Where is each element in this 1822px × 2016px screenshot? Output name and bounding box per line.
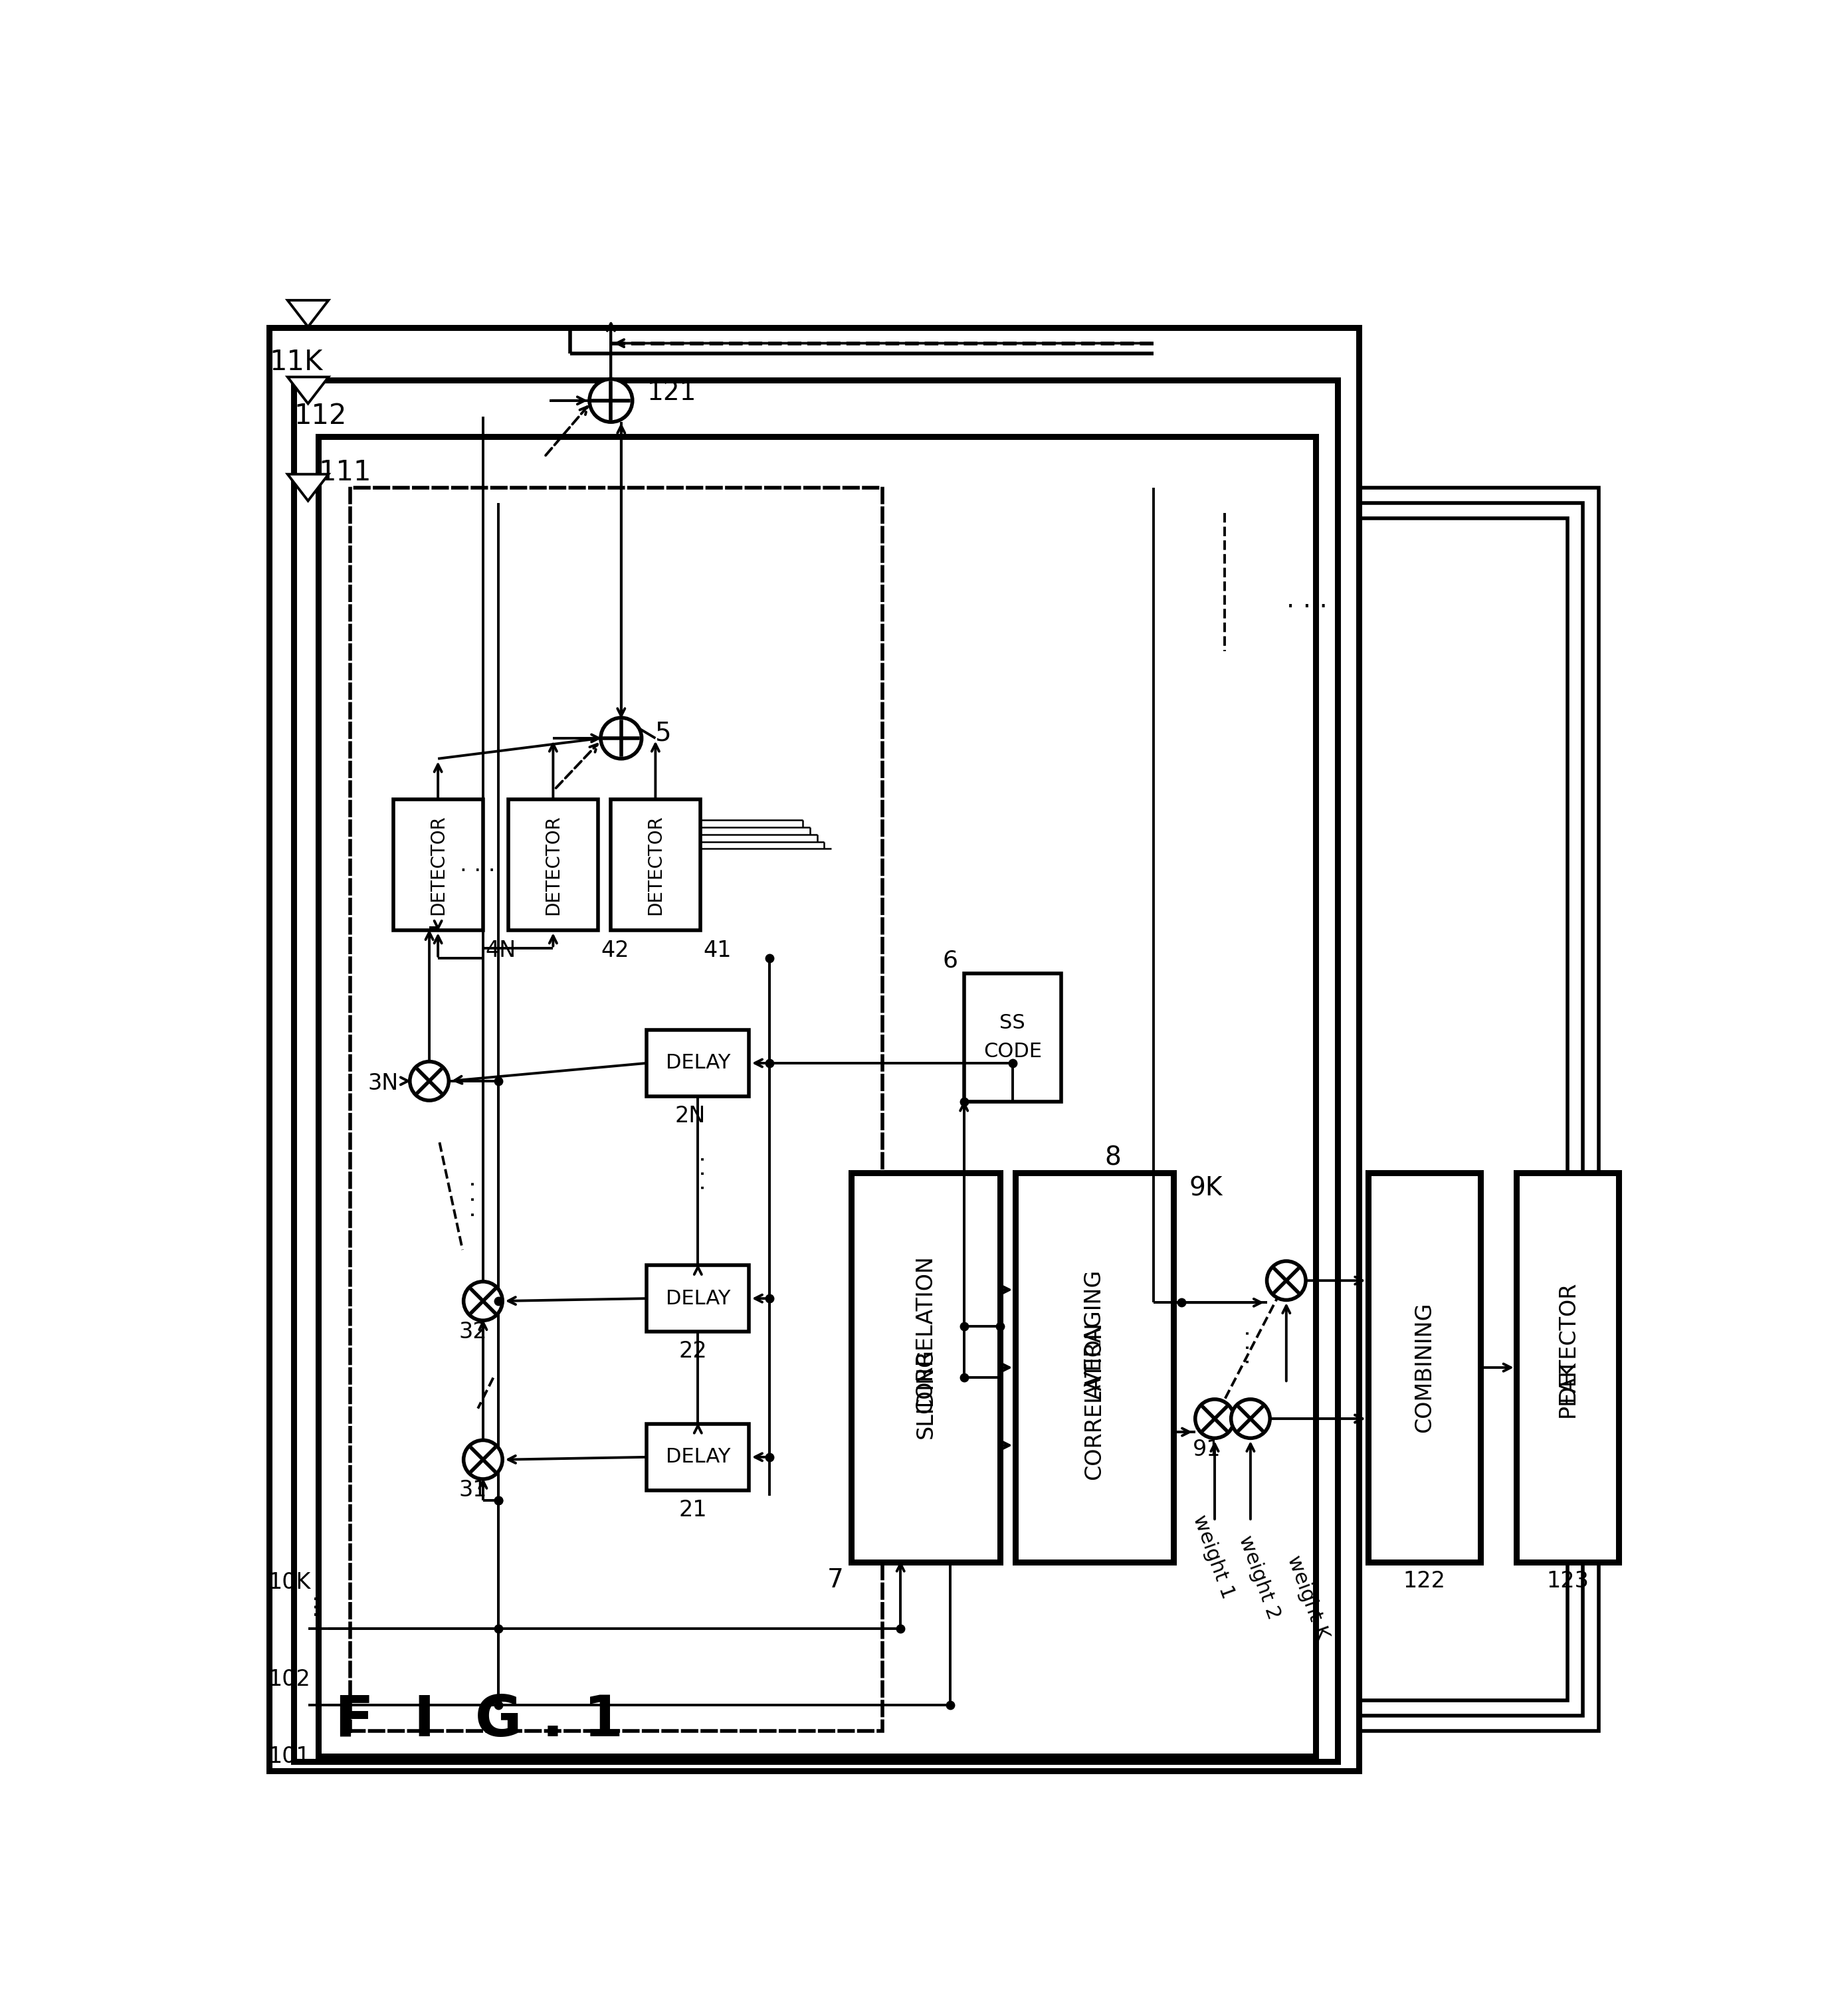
- Text: . . .: . . .: [1232, 1329, 1254, 1365]
- Text: 32: 32: [459, 1320, 486, 1343]
- Text: 21: 21: [678, 1498, 707, 1520]
- Bar: [1015, 1173, 1173, 1562]
- Circle shape: [463, 1282, 503, 1320]
- Text: ...: ...: [295, 1591, 321, 1615]
- Bar: [1168, 502, 1583, 1716]
- Text: . . .: . . .: [461, 853, 496, 875]
- Text: SLIDING: SLIDING: [915, 1349, 937, 1437]
- Text: 31: 31: [459, 1480, 486, 1502]
- Text: 112: 112: [293, 401, 346, 429]
- Text: PEAK: PEAK: [1556, 1361, 1578, 1417]
- Text: 2N: 2N: [674, 1105, 705, 1127]
- Bar: [350, 488, 882, 1732]
- Text: 6: 6: [942, 950, 958, 972]
- Text: 9K: 9K: [1190, 1175, 1223, 1202]
- Text: CORRELATION: CORRELATION: [1084, 1322, 1106, 1480]
- Bar: [851, 1173, 1000, 1562]
- Bar: [293, 381, 1337, 1762]
- Text: weight 1: weight 1: [1190, 1512, 1237, 1601]
- Text: 42: 42: [601, 939, 629, 962]
- Bar: [270, 329, 1359, 1770]
- Circle shape: [601, 718, 641, 758]
- Text: DETECTOR: DETECTOR: [1556, 1280, 1578, 1401]
- Bar: [394, 800, 483, 929]
- Text: 11K: 11K: [270, 349, 322, 377]
- Text: 7: 7: [827, 1566, 844, 1593]
- Polygon shape: [288, 474, 328, 500]
- Text: 4N: 4N: [486, 939, 516, 962]
- Text: 121: 121: [647, 381, 696, 405]
- Text: DELAY: DELAY: [665, 1054, 731, 1073]
- Text: 5: 5: [654, 720, 670, 746]
- Text: weight 2: weight 2: [1235, 1532, 1283, 1621]
- Circle shape: [410, 1062, 448, 1101]
- Bar: [610, 800, 700, 929]
- Text: AVERAGING: AVERAGING: [1084, 1270, 1106, 1399]
- Polygon shape: [288, 300, 328, 327]
- Bar: [647, 1423, 749, 1490]
- Polygon shape: [288, 377, 328, 403]
- Text: 8: 8: [1104, 1145, 1121, 1171]
- Bar: [647, 1030, 749, 1097]
- Text: 101: 101: [268, 1746, 310, 1768]
- Text: DELAY: DELAY: [665, 1288, 731, 1308]
- Bar: [964, 974, 1060, 1101]
- Bar: [1516, 1173, 1620, 1562]
- Text: DELAY: DELAY: [665, 1447, 731, 1468]
- Bar: [1368, 1173, 1481, 1562]
- Text: 22: 22: [678, 1341, 707, 1363]
- Text: CODE: CODE: [984, 1042, 1042, 1062]
- Text: 41: 41: [703, 939, 731, 962]
- Bar: [1184, 518, 1567, 1699]
- Bar: [508, 800, 598, 929]
- Bar: [647, 1266, 749, 1333]
- Text: DETECTOR: DETECTOR: [428, 814, 446, 915]
- Text: 122: 122: [1403, 1570, 1445, 1593]
- Circle shape: [463, 1439, 503, 1480]
- Circle shape: [590, 379, 632, 421]
- Text: 3N: 3N: [368, 1073, 399, 1095]
- Text: 102: 102: [268, 1669, 310, 1691]
- Bar: [319, 435, 1315, 1756]
- Text: DETECTOR: DETECTOR: [543, 814, 563, 915]
- Text: SS: SS: [1000, 1014, 1026, 1032]
- Text: DETECTOR: DETECTOR: [647, 814, 665, 915]
- Circle shape: [1232, 1399, 1270, 1437]
- Text: 91: 91: [1193, 1439, 1221, 1460]
- Text: . . .: . . .: [456, 1179, 479, 1218]
- Text: COMBINING: COMBINING: [1414, 1302, 1436, 1433]
- Text: 10K: 10K: [268, 1570, 312, 1593]
- Text: . . .: . . .: [1286, 587, 1326, 613]
- Circle shape: [1266, 1262, 1306, 1300]
- Circle shape: [1195, 1399, 1233, 1437]
- Text: weight K: weight K: [1285, 1552, 1332, 1643]
- Text: CORRELATION: CORRELATION: [915, 1256, 937, 1413]
- Text: 123: 123: [1547, 1570, 1589, 1593]
- Text: 111: 111: [319, 458, 372, 486]
- Text: . . .: . . .: [687, 1155, 709, 1191]
- Text: F  I  G . 1: F I G . 1: [335, 1693, 623, 1748]
- Bar: [1153, 488, 1598, 1732]
